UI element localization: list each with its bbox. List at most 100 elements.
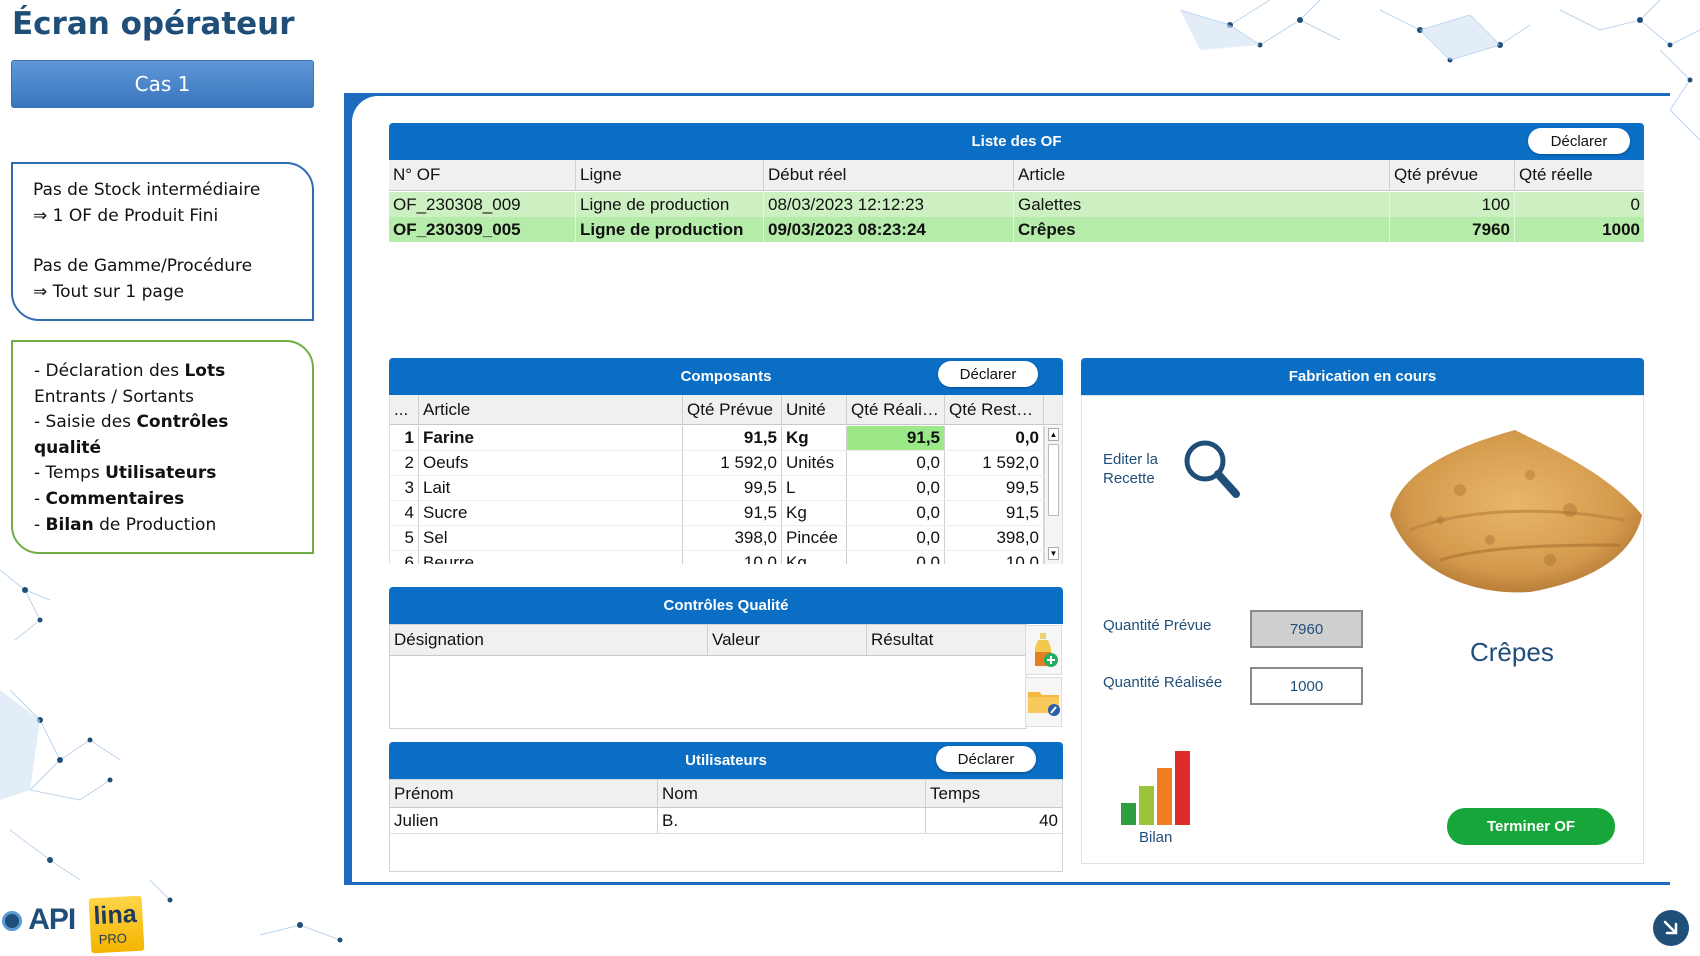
table-row[interactable]: 4 Sucre 91,5 Kg 0,0 91,5 <box>390 501 1044 526</box>
cell: 0,0 <box>847 551 945 564</box>
page-title: Écran opérateur <box>12 6 295 42</box>
cell: Kg <box>782 426 847 450</box>
finish-of-button[interactable]: Terminer OF <box>1447 808 1615 845</box>
note-line: ⇒ 1 OF de Produit Fini <box>33 205 219 226</box>
quality-header: Contrôles Qualité <box>389 587 1063 624</box>
col-qty-real[interactable]: Qté réelle <box>1519 165 1593 184</box>
cell: Galettes <box>1014 192 1390 217</box>
table-row[interactable]: 3 Lait 99,5 L 0,0 99,5 <box>390 476 1044 501</box>
col-qty-remaining[interactable]: Qté Rest… <box>945 395 1044 424</box>
scroll-up-icon[interactable]: ▲ <box>1048 428 1059 441</box>
cell: 100 <box>1390 192 1515 217</box>
col-index[interactable]: ... <box>390 395 419 424</box>
users-title: Utilisateurs <box>685 752 767 769</box>
cell: OF_230309_005 <box>389 217 576 242</box>
col-line[interactable]: Ligne <box>576 160 764 190</box>
scroll-down-icon[interactable]: ▼ <box>1048 547 1059 560</box>
magnifier-icon[interactable] <box>1180 436 1244 502</box>
cell: 0,0 <box>945 426 1044 450</box>
of-list-title: Liste des OF <box>971 133 1062 150</box>
scroll-thumb[interactable] <box>1048 444 1059 516</box>
cell: OF_230308_009 <box>389 192 576 217</box>
cell: 4 <box>390 501 419 525</box>
col-article[interactable]: Article <box>419 395 683 424</box>
cell: 3 <box>390 476 419 500</box>
case-button[interactable]: Cas 1 <box>11 60 314 108</box>
cell: 7960 <box>1390 217 1515 242</box>
note-line: Pas de Gamme/Procédure <box>33 256 253 277</box>
cell: L <box>782 476 847 500</box>
cell: Pincée <box>782 526 847 550</box>
note-line: - Saisie des Contrôles qualité <box>34 412 229 458</box>
add-control-button[interactable] <box>1025 625 1062 675</box>
cell: 10,0 <box>945 551 1044 564</box>
quality-table-header: Désignation Valeur Résultat <box>390 625 1026 656</box>
cell: Lait <box>419 476 683 500</box>
col-unit[interactable]: Unité <box>782 395 847 424</box>
components-title: Composants <box>680 368 772 385</box>
product-name: Crêpes <box>1470 637 1554 667</box>
col-time[interactable]: Temps <box>930 783 981 803</box>
cell: 1 <box>390 426 419 450</box>
col-article[interactable]: Article <box>1014 160 1390 190</box>
fabrication-header: Fabrication en cours <box>1081 358 1644 395</box>
table-row[interactable]: 5 Sel 398,0 Pincée 0,0 398,0 <box>390 526 1044 551</box>
qty-planned-label: Quantité Prévue <box>1103 617 1212 634</box>
note-line: - Temps Utilisateurs <box>34 463 217 484</box>
table-row[interactable]: 2 Oeufs 1 592,0 Unités 0,0 1 592,0 <box>390 451 1044 476</box>
table-row[interactable]: Julien B. 40 <box>390 808 1062 834</box>
col-firstname[interactable]: Prénom <box>390 780 658 807</box>
cell: Sucre <box>419 501 683 525</box>
crepe-image <box>1390 430 1642 593</box>
cell: Sel <box>419 526 683 550</box>
components-declare-button[interactable]: Déclarer <box>938 361 1038 387</box>
notes-box-structure: Pas de Stock intermédiaire ⇒ 1 OF de Pro… <box>11 162 314 321</box>
col-lastname[interactable]: Nom <box>658 780 926 807</box>
table-row-selected[interactable]: OF_230309_005 Ligne de production 09/03/… <box>389 217 1644 242</box>
of-table-header: N° OF Ligne Début réel Article Qté prévu… <box>389 160 1644 191</box>
lina-pro-logo: lina PRO <box>88 895 145 954</box>
col-qty-done[interactable]: Qté Réali… <box>847 395 945 424</box>
cell: 99,5 <box>945 476 1044 500</box>
table-row[interactable]: OF_230308_009 Ligne de production 08/03/… <box>389 192 1644 217</box>
users-declare-button[interactable]: Déclarer <box>936 746 1036 772</box>
users-table: Prénom Nom Temps Julien B. 40 <box>389 779 1063 872</box>
col-qty-planned[interactable]: Qté prévue <box>1390 160 1515 190</box>
of-table: N° OF Ligne Début réel Article Qté prévu… <box>389 160 1644 242</box>
users-table-header: Prénom Nom Temps <box>390 780 1062 808</box>
notes-box-features: - Déclaration des Lots Entrants / Sortan… <box>11 340 314 554</box>
qty-planned-field: 7960 <box>1250 610 1363 648</box>
components-table-header: ... Article Qté Prévue Unité Qté Réali… … <box>390 395 1062 425</box>
next-slide-button[interactable] <box>1653 910 1689 946</box>
note-line: - Bilan de Production <box>34 514 217 535</box>
quality-title: Contrôles Qualité <box>663 597 789 614</box>
qty-done-field[interactable]: 1000 <box>1250 667 1363 705</box>
col-designation[interactable]: Désignation <box>390 625 708 655</box>
col-start[interactable]: Début réel <box>764 160 1014 190</box>
col-value[interactable]: Valeur <box>708 625 867 655</box>
bar-chart-icon[interactable] <box>1118 748 1198 828</box>
lina-logo-text: lina <box>92 899 138 931</box>
of-declare-button[interactable]: Déclarer <box>1528 128 1630 154</box>
note-line: - Déclaration des Lots <box>34 361 226 381</box>
cell: Farine <box>419 426 683 450</box>
table-row[interactable]: 6 Beurre 10,0 Kg 0,0 10,0 <box>390 551 1044 564</box>
cell: 10,0 <box>683 551 782 564</box>
col-qty-planned[interactable]: Qté Prévue <box>683 395 782 424</box>
cell: Kg <box>782 501 847 525</box>
arrow-down-right-icon <box>1663 920 1678 935</box>
bilan-label[interactable]: Bilan <box>1139 829 1173 846</box>
folder-edit-button[interactable] <box>1025 677 1062 727</box>
table-row[interactable]: 1 Farine 91,5 Kg 91,5 0,0 <box>390 426 1044 451</box>
cell: 398,0 <box>945 526 1044 550</box>
note-line: - Commentaires <box>34 488 185 509</box>
cell: Unités <box>782 451 847 475</box>
col-of-number[interactable]: N° OF <box>389 160 576 190</box>
components-scrollbar[interactable]: ▲ ▼ <box>1044 426 1062 564</box>
col-result[interactable]: Résultat <box>871 630 934 649</box>
bottle-add-icon <box>1034 633 1058 667</box>
edit-recipe-label[interactable]: Editer la Recette <box>1103 451 1159 487</box>
cell: 91,5 <box>945 501 1044 525</box>
components-table: ... Article Qté Prévue Unité Qté Réali… … <box>389 395 1063 564</box>
qty-done-label: Quantité Réalisée <box>1103 674 1223 691</box>
